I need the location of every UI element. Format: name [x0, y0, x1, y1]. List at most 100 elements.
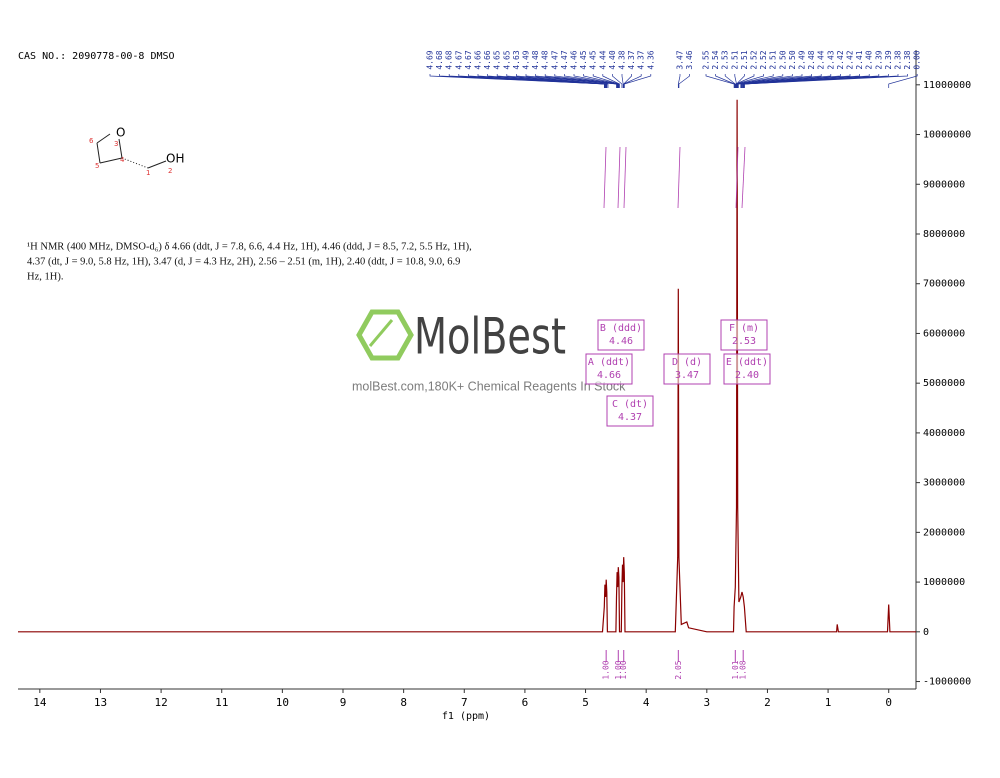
x-tick-label: 7	[461, 696, 468, 709]
logo	[356, 309, 414, 361]
multiplet-shift: 3.47	[675, 370, 699, 381]
peak-label: 4.69	[426, 50, 435, 69]
peak-label: 4.63	[512, 50, 521, 69]
multiplet-shift: 4.66	[597, 370, 621, 381]
integral-curve	[735, 146, 739, 209]
y-tick-label: 4000000	[923, 428, 965, 439]
peak-label: 2.52	[759, 50, 768, 69]
y-tick-label: 7000000	[923, 279, 965, 290]
integral-curve	[741, 146, 746, 209]
peak-label: 4.65	[502, 50, 511, 69]
y-tick-label: 8000000	[923, 229, 965, 240]
peak-label: 4.47	[560, 50, 569, 69]
y-tick-label: 2000000	[923, 527, 965, 538]
peak-connector	[544, 74, 618, 88]
peak-label: 4.36	[646, 50, 655, 69]
atom-number: 2	[168, 167, 172, 175]
y-tick-label: -1000000	[923, 677, 971, 688]
bond	[147, 160, 167, 169]
atom-label: O	[116, 126, 125, 140]
peak-connector	[736, 74, 793, 88]
peak-connector	[724, 74, 736, 88]
bond	[99, 157, 123, 164]
y-tick-label: 9000000	[923, 179, 965, 190]
peak-label: 3.46	[685, 50, 694, 69]
multiplet-box	[720, 319, 768, 351]
logo	[368, 319, 394, 347]
x-tick-label: 11	[215, 696, 228, 709]
multiplet-box	[585, 353, 633, 385]
peak-label: 2.43	[826, 50, 835, 69]
x-tick-label: 13	[94, 696, 107, 709]
peak-connector	[621, 74, 624, 88]
atom-label: OH	[166, 152, 184, 166]
integral-label: 2.05	[674, 660, 683, 679]
integral-label: 1.00	[602, 660, 611, 679]
atom-number: 5	[95, 162, 99, 170]
multiplet-box	[723, 353, 771, 385]
peak-label: 4.67	[464, 50, 473, 69]
x-tick-label: 14	[33, 696, 47, 709]
peak-connector	[623, 74, 652, 88]
peak-label: 4.46	[570, 50, 579, 69]
y-tick-label: 5000000	[923, 378, 965, 389]
peak-connector	[525, 74, 617, 88]
peak-connector	[715, 74, 736, 88]
bond	[96, 142, 101, 164]
peak-connector	[888, 74, 918, 88]
peak-label: 2.52	[750, 50, 759, 69]
x-tick-label: 2	[764, 696, 771, 709]
description-line: Hz, 1H).	[27, 271, 63, 282]
peak-label: 2.49	[798, 50, 807, 69]
peak-connector	[736, 74, 774, 88]
peak-label: 2.41	[855, 50, 864, 69]
peak-label: 2.51	[769, 50, 778, 69]
x-tick-label: 12	[154, 696, 167, 709]
multiplet-box	[606, 395, 654, 427]
peak-label: 2.50	[778, 50, 787, 69]
peak-connector	[623, 74, 642, 88]
peak-label: 3.47	[676, 50, 685, 69]
bond	[96, 133, 111, 144]
peak-connector	[740, 74, 822, 88]
peak-connector	[564, 74, 619, 88]
watermark: MolBest molBest.com,180K+ Chemical Reage…	[352, 308, 626, 394]
y-tick-label: 11000000	[923, 80, 971, 91]
y-tick-label: 3000000	[923, 478, 965, 489]
peak-connector	[612, 74, 623, 88]
peak-label: 2.42	[846, 50, 855, 69]
peak-label: 0.00	[913, 50, 922, 69]
y-tick-label: 10000000	[923, 130, 971, 141]
peak-label: 4.45	[579, 50, 588, 69]
multiplet-shift: 4.37	[618, 412, 642, 423]
header: CAS NO.: 2090778-00-8 DMSO	[18, 51, 175, 62]
peak-connector	[573, 74, 619, 88]
multiplet-name: A (ddt)	[588, 357, 630, 368]
peak-label: 4.49	[522, 50, 531, 69]
peak-connector	[602, 74, 620, 88]
multiplet-box	[597, 319, 645, 351]
peak-connector	[677, 74, 681, 88]
peak-label: 4.38	[618, 50, 627, 69]
integral-label: 1.00	[614, 660, 623, 679]
multiplet-name: E (ddt)	[726, 357, 768, 368]
x-tick-label: 3	[703, 696, 710, 709]
peak-label: 2.55	[702, 50, 711, 69]
x-axis-label: f1 (ppm)	[442, 711, 490, 722]
x-tick-label: 9	[340, 696, 347, 709]
peak-label: 2.39	[874, 50, 883, 69]
y-tick-label: 1000000	[923, 577, 965, 588]
peak-label: 2.50	[788, 50, 797, 69]
integral-curve	[677, 146, 681, 209]
tagline: molBest.com,180K+ Chemical Reagents In S…	[352, 379, 626, 393]
integral-label: 1.00	[619, 660, 628, 679]
peak-label: 4.66	[474, 50, 483, 69]
multiplet-name: D (d)	[672, 357, 702, 368]
multiplet-name: F (m)	[729, 323, 759, 334]
spectrum-line	[18, 99, 916, 633]
peak-label: 4.66	[483, 50, 492, 69]
integral-curve	[603, 146, 607, 209]
peak-label: 2.38	[894, 50, 903, 69]
integral-curve	[617, 146, 621, 209]
